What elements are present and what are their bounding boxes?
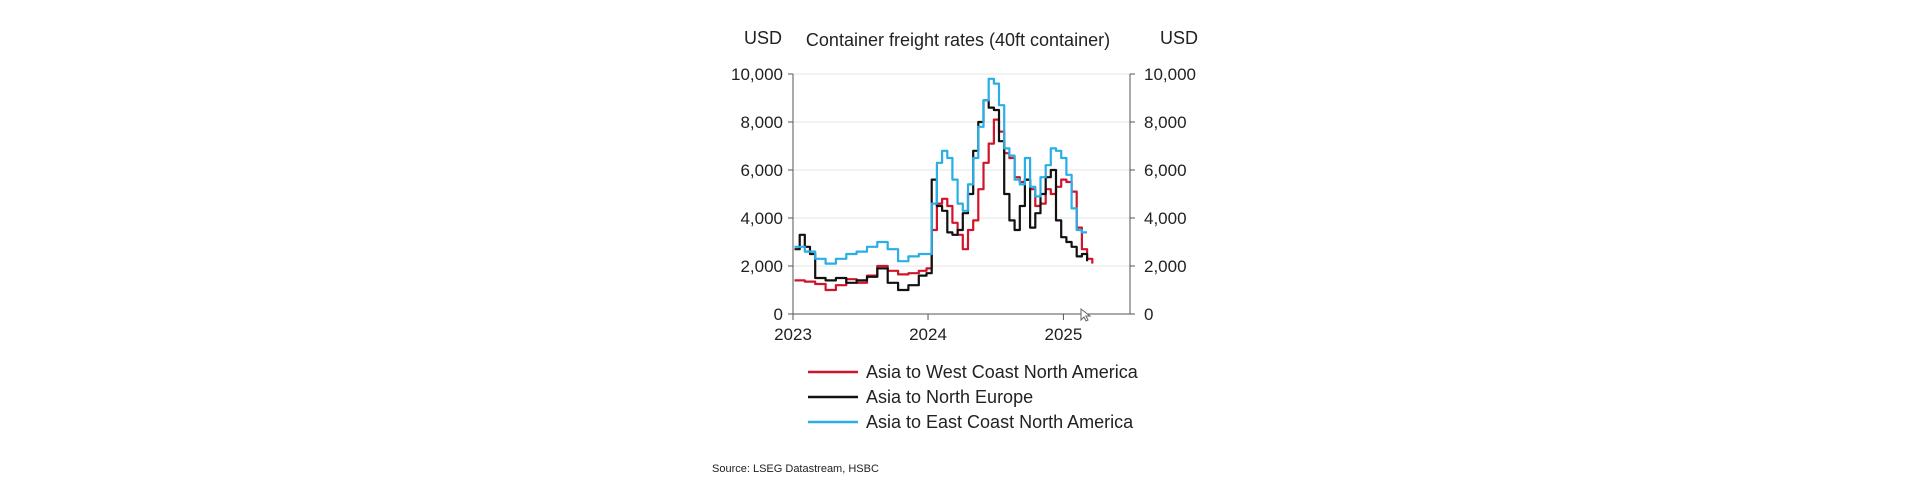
right-tick-label: 10,000 <box>1144 65 1196 84</box>
legend: Asia to West Coast North America Asia to … <box>808 362 1139 432</box>
right-tick-label: 2,000 <box>1144 257 1187 276</box>
left-tick-label: 4,000 <box>740 209 783 228</box>
right-tick-label: 8,000 <box>1144 113 1187 132</box>
chart-title: Container freight rates (40ft container) <box>806 30 1110 50</box>
x-tick-label: 2025 <box>1044 325 1082 344</box>
left-axis-unit: USD <box>744 28 782 48</box>
series-line-2 <box>794 99 1089 292</box>
series-line-1 <box>794 118 1094 292</box>
left-tick-label: 0 <box>774 305 783 324</box>
series-line-3 <box>794 77 1088 265</box>
gridlines <box>793 73 1130 267</box>
legend-label: Asia to North Europe <box>866 387 1033 407</box>
mouse-cursor-icon <box>1080 308 1092 322</box>
legend-label: Asia to East Coast North America <box>866 412 1134 432</box>
right-tick-label: 0 <box>1144 305 1153 324</box>
right-tick-label: 6,000 <box>1144 161 1187 180</box>
left-tick-label: 10,000 <box>731 65 783 84</box>
right-tick-label: 4,000 <box>1144 209 1187 228</box>
legend-label: Asia to West Coast North America <box>866 362 1139 382</box>
left-tick-label: 8,000 <box>740 113 783 132</box>
left-tick-label: 2,000 <box>740 257 783 276</box>
axes: 0 0 2,000 2,000 4,000 4,000 6,000 6,000 8,000 8,0… <box>731 65 1196 344</box>
series-lines <box>794 77 1094 292</box>
left-tick-label: 6,000 <box>740 161 783 180</box>
right-axis-unit: USD <box>1160 28 1198 48</box>
x-tick-label: 2024 <box>909 325 947 344</box>
x-tick-label: 2023 <box>774 325 812 344</box>
source-note: Source: LSEG Datastream, HSBC <box>712 463 879 475</box>
